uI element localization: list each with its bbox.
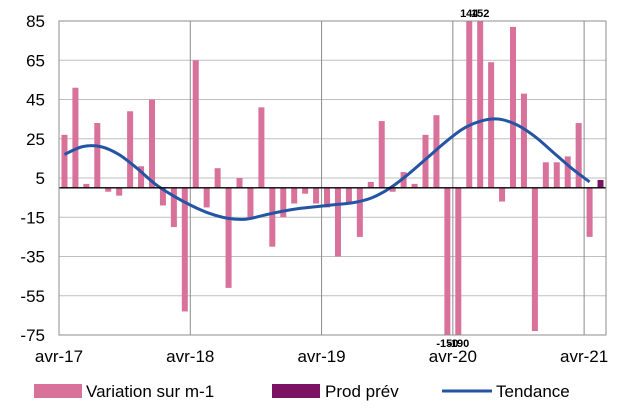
legend-label-tendance: Tendance xyxy=(496,382,570,401)
trend-line xyxy=(63,117,591,221)
y-tick-label: -15 xyxy=(20,208,45,227)
bar-variation xyxy=(159,187,166,206)
bar-variation xyxy=(477,21,484,188)
y-tick-label: 5 xyxy=(36,169,45,188)
bar-variation xyxy=(170,187,177,228)
trend-path xyxy=(63,117,591,221)
bar-variation xyxy=(488,62,495,188)
bar-variation xyxy=(411,183,418,188)
bar-variation xyxy=(564,156,571,188)
bar-variation xyxy=(531,187,538,332)
bar-variation xyxy=(61,134,68,188)
bar-variation xyxy=(302,187,309,194)
legend-swatch-variation xyxy=(34,384,82,398)
bar-variation xyxy=(94,123,101,188)
y-tick-label: 25 xyxy=(26,130,45,149)
bar-variation xyxy=(313,187,320,204)
bar-variation xyxy=(466,21,473,188)
bar-variation xyxy=(269,187,276,247)
y-tick-label: -35 xyxy=(20,248,45,267)
bar-value-label: 152 xyxy=(471,8,489,20)
bar-prod-prev xyxy=(597,179,604,188)
bar-variation xyxy=(247,187,254,220)
x-tick-label: avr-21 xyxy=(560,347,608,366)
y-tick-label: -55 xyxy=(20,287,45,306)
legend-swatch-prod xyxy=(272,384,320,398)
bar-variation xyxy=(72,87,79,188)
bar-variation xyxy=(138,166,145,188)
bar-variation xyxy=(214,168,221,188)
bar-variation xyxy=(378,121,385,188)
bar-variation xyxy=(116,187,123,196)
bar-variation xyxy=(291,187,298,204)
bar-variation xyxy=(345,187,352,204)
y-tick-label: 65 xyxy=(26,51,45,70)
y-tick-label: -75 xyxy=(20,326,45,345)
bar-variation xyxy=(389,187,396,192)
bar-value-label: 144 xyxy=(460,8,479,20)
bar-variation xyxy=(280,187,287,218)
bar-variation xyxy=(334,187,341,257)
y-tick-label: 45 xyxy=(26,91,45,110)
axes xyxy=(58,20,607,336)
x-tick-label: avr-17 xyxy=(35,347,83,366)
bar-variation xyxy=(367,181,374,188)
bar-variation xyxy=(236,178,243,188)
bar-variation xyxy=(575,123,582,188)
bar-variation xyxy=(127,111,134,188)
bar-variation xyxy=(455,187,462,335)
x-tick-label: avr-18 xyxy=(166,347,214,366)
bar-value-label: -190 xyxy=(447,338,469,350)
x-tick-label: avr-19 xyxy=(297,347,345,366)
legend-label-prod: Prod prév xyxy=(325,382,399,401)
tick-labels: 85 65 45 25 5 -15 -35 -55 -75 avr-17 avr-18 avr-19 a… xyxy=(20,8,608,366)
bar-variation xyxy=(225,187,232,288)
legend-label-variation: Variation sur m-1 xyxy=(86,382,214,401)
bar-variation xyxy=(181,187,188,312)
plot-frame xyxy=(58,20,607,336)
bar-value-label: -150 xyxy=(436,338,458,350)
legend: Variation sur m-1 Prod prév Tendance xyxy=(34,382,570,401)
bar-variation xyxy=(586,187,593,237)
bar-variation xyxy=(499,187,506,202)
bar-variation xyxy=(520,93,527,188)
bar-variation xyxy=(553,162,560,188)
bar-variation xyxy=(510,26,517,188)
bar-variation xyxy=(258,107,265,188)
bar-variation xyxy=(83,183,90,188)
x-tick-label: avr-20 xyxy=(429,347,477,366)
bar-variation xyxy=(192,60,199,188)
y-tick-label: 85 xyxy=(26,12,45,31)
bars xyxy=(61,21,604,335)
bar-variation xyxy=(324,187,331,208)
bar-variation xyxy=(542,162,549,188)
bar-variation xyxy=(203,187,210,208)
bar-variation xyxy=(444,187,451,335)
bar-variation xyxy=(105,187,112,192)
bar-variation xyxy=(400,172,407,188)
bar-variation xyxy=(148,99,155,188)
bar-variation xyxy=(356,187,363,237)
